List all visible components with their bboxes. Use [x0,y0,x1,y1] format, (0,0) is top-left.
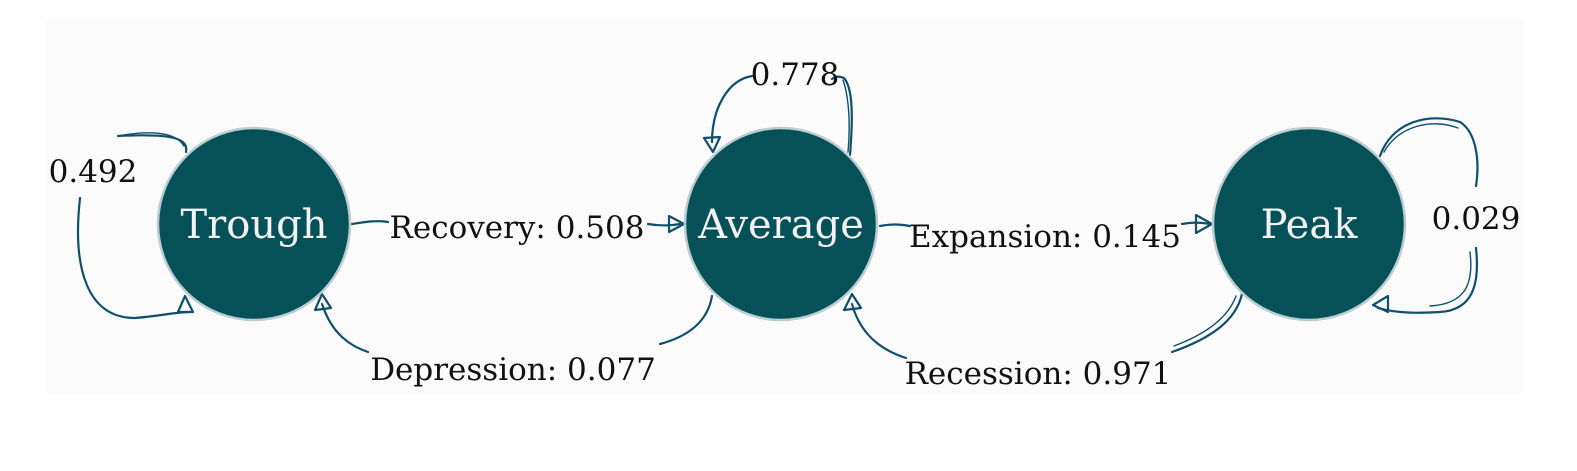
node-average-label: Average [697,202,864,248]
edge-label-expansion: Expansion: 0.145 [909,219,1181,255]
arrowhead-depression [313,292,333,312]
node-trough: Trough [156,126,352,322]
edge-label-recovery: Recovery: 0.508 [390,210,645,246]
arrowhead-trough-self [176,294,195,314]
node-trough-label: Trough [180,202,327,248]
edge-peak-self-loop [1371,117,1479,314]
node-peak: Peak [1211,126,1407,322]
edge-label-depression: Depression: 0.077 [370,352,656,388]
edge-trough-self-loop [76,132,195,320]
edge-average-self-loop [702,74,853,157]
arrowhead-expansion [1194,213,1214,235]
edge-label-recession: Recession: 0.971 [905,356,1172,392]
arrowhead-recovery [667,214,686,234]
edge-label-peak-self: 0.029 [1432,201,1521,237]
node-peak-circle [1211,126,1407,322]
arrowhead-recession [842,292,863,312]
node-trough-circle [156,126,352,322]
edge-expansion [878,213,1214,235]
node-average-circle [683,126,879,322]
arrowhead-peak-self [1371,294,1390,314]
edge-label-average-self: 0.778 [751,57,840,93]
edge-recovery [350,214,686,234]
edge-label-trough-self: 0.492 [49,154,138,190]
edge-depression [313,292,714,354]
arrowhead-average-self [702,135,722,154]
node-average: Average [683,126,879,322]
edge-recession [842,292,1244,360]
node-peak-label: Peak [1261,202,1359,248]
